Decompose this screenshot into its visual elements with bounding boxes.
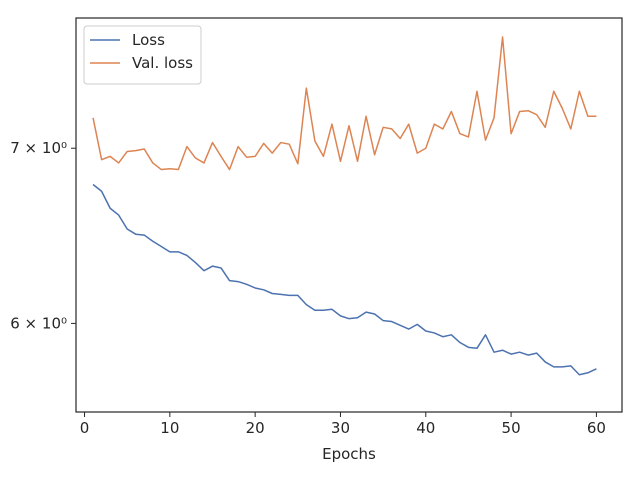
y-tick-label: 6 × 10⁰ [10, 314, 67, 332]
x-axis-label: Epochs [322, 445, 376, 463]
x-tick-label: 0 [80, 419, 90, 437]
plot-frame [75, 17, 623, 413]
x-tick-label: 10 [160, 419, 179, 437]
legend-label: Loss [132, 31, 165, 49]
series-line-val-loss [92, 36, 597, 171]
legend-label: Val. loss [132, 54, 193, 72]
x-tick-label: 30 [331, 419, 350, 437]
y-axis: 6 × 10⁰ 7 × 10⁰ [10, 139, 76, 332]
y-tick-label: 7 × 10⁰ [10, 139, 67, 157]
x-axis: 0 10 20 30 40 50 60 [80, 412, 606, 437]
x-tick-label: 60 [587, 419, 606, 437]
x-tick-label: 20 [246, 419, 265, 437]
legend: Loss Val. loss [83, 25, 202, 85]
plot-lines [92, 36, 597, 376]
x-tick-label: 40 [416, 419, 435, 437]
series-line-loss [92, 183, 597, 376]
x-tick-label: 50 [502, 419, 521, 437]
